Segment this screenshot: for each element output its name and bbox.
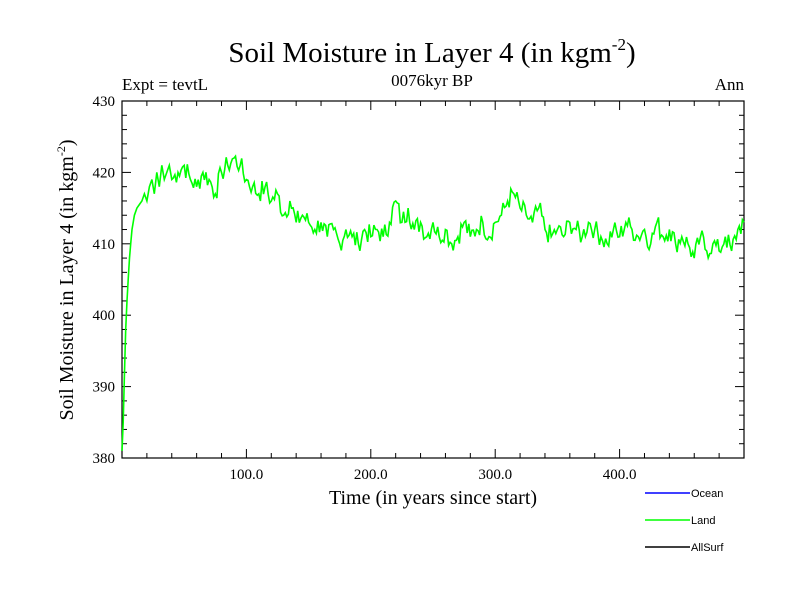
subtitle-right: Ann: [715, 75, 745, 94]
subtitle-center: 0076kyr BP: [391, 71, 473, 90]
y-tick-label: 400: [93, 308, 116, 324]
y-tick-label: 390: [93, 380, 116, 396]
y-tick-label: 420: [93, 165, 116, 181]
y-tick-label: 410: [93, 237, 116, 253]
x-axis-label: Time (in years since start): [329, 487, 537, 509]
series-lines: [121, 154, 745, 451]
x-tick-label: 100.0: [230, 467, 264, 483]
x-tick-label: 400.0: [603, 467, 637, 483]
legend-label-ocean: Ocean: [691, 488, 723, 500]
plot-frame: [121, 100, 745, 459]
y-axis-label: Soil Moisture in Layer 4 (in kgm-2): [54, 139, 78, 420]
legend-label-allsurf: AllSurf: [691, 542, 724, 554]
chart-title: Soil Moisture in Layer 4 (in kgm-2): [228, 35, 635, 69]
y-axis: 380 390 400 410 420 430: [93, 94, 744, 467]
y-tick-label: 430: [93, 94, 116, 110]
series-line-land: [121, 154, 745, 451]
legend-label-land: Land: [691, 515, 715, 527]
legend: Ocean Land AllSurf: [645, 488, 724, 554]
y-tick-label: 380: [93, 451, 116, 467]
x-tick-label: 200.0: [354, 467, 388, 483]
x-axis: 100.0 200.0 300.0 400.0: [146, 101, 720, 483]
subtitle-left: Expt = tevtL: [122, 75, 208, 94]
x-tick-label: 300.0: [478, 467, 512, 483]
